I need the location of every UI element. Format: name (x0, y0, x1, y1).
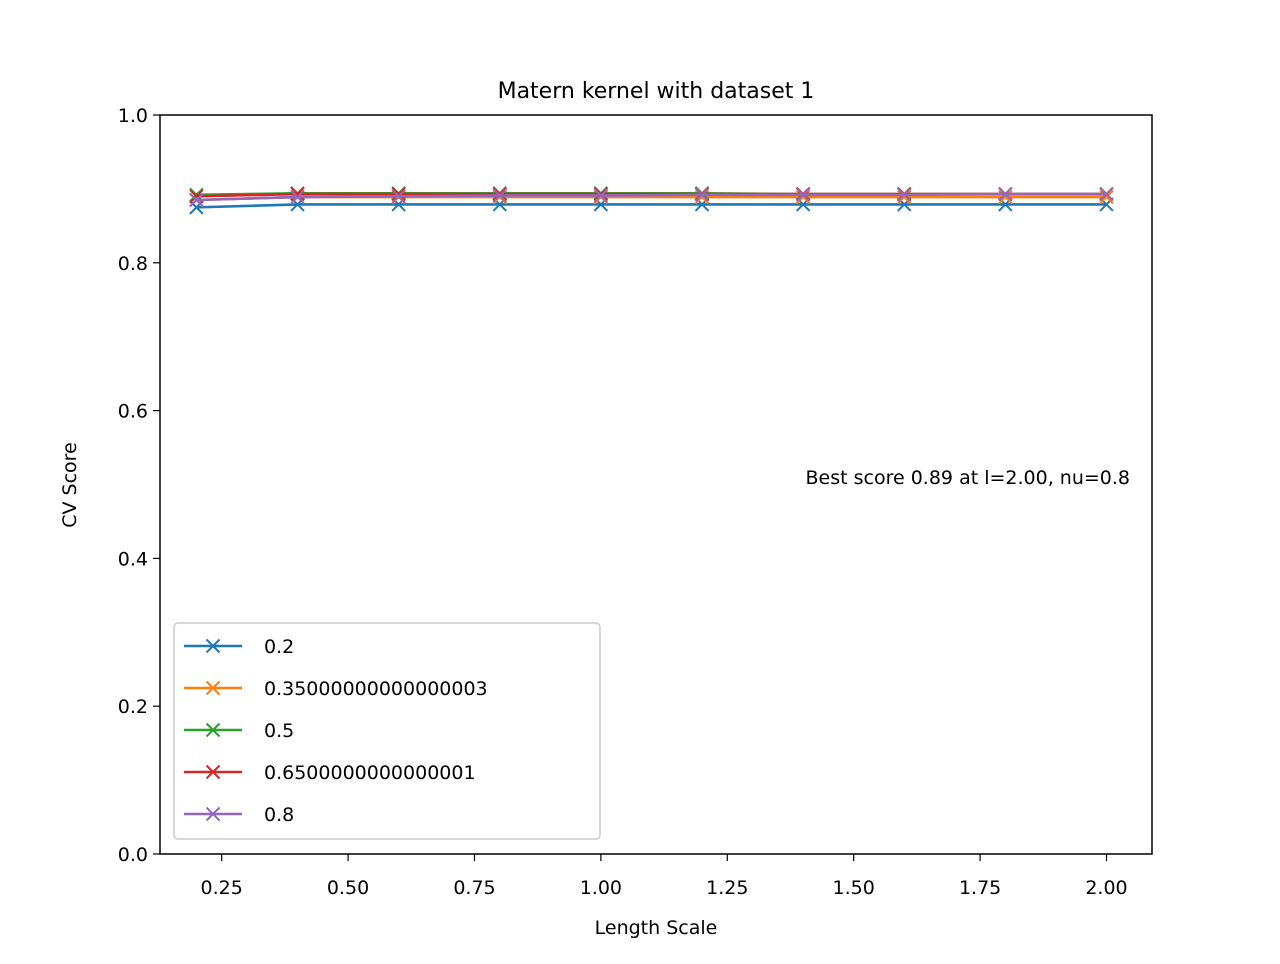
legend-item: 0.8 (184, 804, 294, 826)
legend-item: 0.2 (184, 636, 294, 658)
data-point-marker (593, 188, 609, 203)
y-tick-label: 0.2 (118, 696, 148, 718)
x-tick-label: 2.00 (1085, 877, 1127, 899)
data-point-marker (391, 186, 406, 202)
series-4 (189, 186, 1114, 208)
series-line (196, 203, 1107, 209)
data-point-marker (1099, 189, 1114, 205)
legend-items: 0.2 0.35000000000000003 0.5 0.6500000000000… (184, 636, 488, 826)
legend-label: 0.35000000000000003 (264, 678, 488, 700)
x-axis-label: Length Scale (595, 917, 718, 939)
legend-swatch-marker (205, 722, 221, 738)
legend-box (173, 622, 601, 840)
legend-label: 0.2 (264, 636, 294, 658)
legend-label: 0.5 (264, 720, 294, 742)
x-tick-label: 0.75 (453, 877, 495, 899)
legend-item: 0.35000000000000003 (184, 678, 488, 700)
data-point-marker (897, 187, 912, 203)
y-tick-label: 0.6 (118, 401, 148, 423)
x-tick-label: 1.75 (959, 877, 1001, 899)
data-point-marker (998, 189, 1013, 205)
y-axis: 0.0 0.2 0.4 0.6 0.8 1.0 (118, 105, 160, 866)
x-tick-label: 0.50 (327, 877, 369, 899)
chart-title: Matern kernel with dataset 1 (498, 79, 815, 104)
x-tick-label: 1.00 (580, 877, 622, 899)
data-point-marker (897, 189, 912, 205)
legend-swatch-marker (205, 680, 221, 696)
data-point-marker (492, 188, 507, 203)
plot-frame (159, 114, 1153, 855)
legend-swatch-marker (205, 764, 221, 780)
x-tick-label: 1.25 (706, 877, 748, 899)
x-tick-label: 0.25 (201, 877, 243, 899)
legend-label: 0.8 (264, 804, 294, 826)
data-point-marker (1099, 186, 1114, 202)
data-point-marker (593, 186, 609, 202)
y-tick-label: 1.0 (118, 105, 148, 127)
data-point-marker (694, 187, 710, 203)
y-tick-label: 0.8 (118, 253, 148, 275)
data-point-marker (492, 186, 507, 202)
series-layer (189, 186, 1114, 215)
best-score-annotation: Best score 0.89 at l=2.00, nu=0.8 (806, 467, 1130, 489)
x-axis: 0.25 0.50 0.75 1.00 1.25 1.50 1.75 2.00 (201, 854, 1128, 899)
legend-item: 0.6500000000000001 (184, 762, 476, 784)
y-tick-label: 0.4 (118, 548, 148, 570)
series-line (196, 192, 1107, 202)
data-point-marker (795, 189, 811, 205)
data-point-marker (290, 189, 305, 205)
data-point-marker (189, 192, 204, 208)
legend: 0.2 0.35000000000000003 0.5 0.6500000000000… (173, 622, 601, 840)
data-point-marker (795, 187, 811, 203)
data-point-marker (998, 186, 1013, 202)
legend-swatch-marker (205, 638, 221, 654)
legend-label: 0.6500000000000001 (264, 762, 476, 784)
x-tick-label: 1.50 (833, 877, 875, 899)
y-axis-label: CV Score (59, 442, 81, 528)
data-point-marker (391, 189, 406, 204)
legend-swatch-marker (205, 806, 221, 822)
y-tick-label: 0.0 (118, 844, 148, 866)
legend-item: 0.5 (184, 720, 294, 742)
